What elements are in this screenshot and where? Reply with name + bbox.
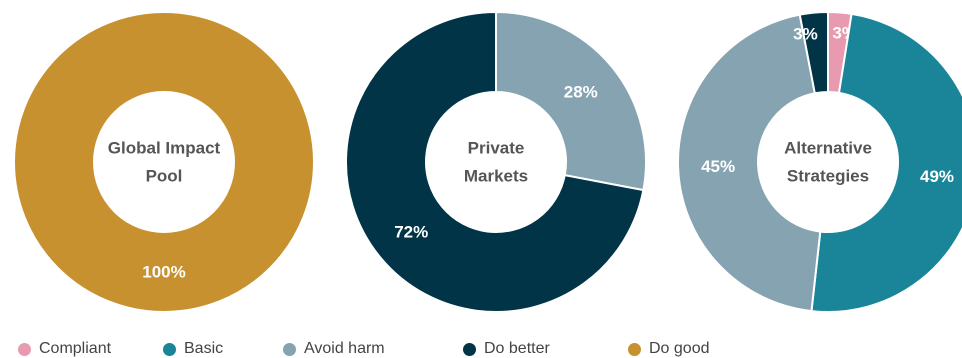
legend: Compliant Basic Avoid harm Do better Do good: [18, 340, 710, 358]
slice-do-better: [798, 10, 829, 95]
slice-label-avoid-harm: 28%: [564, 82, 598, 101]
legend-swatch: [628, 342, 641, 356]
slice-label-basic: 49%: [920, 167, 954, 186]
legend-swatch: [18, 342, 31, 356]
legend-swatch: [463, 342, 476, 356]
slice-label-do-good: 100%: [142, 263, 185, 282]
legend-label: Do good: [649, 340, 710, 357]
legend-item-basic: Basic: [163, 340, 283, 358]
legend-label: Basic: [184, 340, 224, 357]
legend-label: Do better: [484, 340, 550, 357]
legend-swatch: [283, 342, 296, 356]
donut-center-title: Alternative: [784, 139, 872, 158]
slice-label-do-better: 72%: [394, 223, 428, 242]
donut-1: 100% Global Impact Pool: [12, 11, 316, 313]
donut-center-title: Global Impact: [108, 139, 221, 158]
slice-avoid-harm: [677, 13, 822, 313]
legend-item-compliant: Compliant: [18, 340, 163, 358]
legend-label: Compliant: [39, 340, 112, 357]
slice-avoid-harm: [495, 10, 647, 192]
donut-center-title: Markets: [464, 167, 528, 186]
legend-item-do-good: Do good: [628, 340, 710, 358]
slice-label-do-better: 3%: [793, 24, 818, 43]
slice-do-better: [345, 10, 645, 313]
slice-basic: [810, 12, 962, 313]
donut-2: 28% 72% Private Markets: [345, 10, 647, 313]
slice-label-avoid-harm: 45%: [701, 157, 735, 176]
legend-item-do-better: Do better: [463, 340, 628, 358]
donut-center-title: Private: [468, 139, 525, 158]
donut-center-title: Strategies: [787, 167, 869, 186]
slice-do-good: [12, 11, 316, 313]
donut-center-title: Pool: [146, 167, 183, 186]
legend-item-avoid-harm: Avoid harm: [283, 340, 463, 358]
legend-label: Avoid harm: [304, 340, 385, 357]
legend-swatch: [163, 342, 176, 356]
